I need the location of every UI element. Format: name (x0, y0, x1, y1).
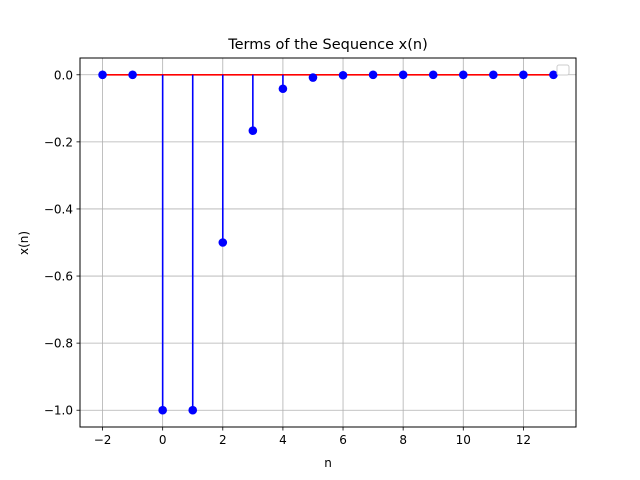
x-axis-label: n (324, 456, 332, 470)
stem-marker (128, 70, 137, 80)
stem-marker (248, 126, 258, 135)
stem-marker (98, 70, 107, 80)
x-axis-ticks: −2 0 2 4 6 8 10 12 (94, 427, 531, 447)
y-tick-label: −0.4 (44, 202, 73, 216)
y-tick-label: −0.2 (44, 135, 73, 149)
x-tick-label: 8 (399, 433, 407, 447)
stem-marker (428, 70, 438, 80)
stem-marker (549, 70, 558, 80)
stem-marker (188, 405, 198, 415)
legend-box (556, 64, 570, 76)
markers (98, 70, 558, 415)
stem-marker (158, 405, 167, 415)
y-axis-ticks: −1.0 −0.8 −0.6 −0.4 −0.2 0.0 (44, 68, 80, 418)
x-tick-label: 2 (219, 433, 227, 447)
chart-title: Terms of the Sequence x(n) (227, 37, 428, 53)
stem-marker (278, 84, 288, 94)
x-tick-label: 0 (159, 433, 167, 447)
stem-marker (489, 70, 498, 80)
y-tick-label: −0.6 (44, 270, 73, 284)
x-tick-label: 6 (339, 433, 347, 447)
x-tick-label: −2 (94, 433, 112, 447)
y-tick-label: 0.0 (54, 68, 73, 82)
stem-marker (338, 70, 348, 80)
y-axis-label: x(n) (17, 231, 31, 255)
x-tick-label: 10 (456, 433, 471, 447)
stem-marker (368, 70, 378, 80)
stem-marker (308, 73, 318, 82)
y-tick-label: −1.0 (44, 404, 73, 418)
plot-frame (79, 57, 577, 428)
stem-marker (519, 70, 528, 80)
y-tick-label: −0.8 (44, 337, 73, 351)
stem-marker (458, 70, 468, 80)
x-tick-label: 12 (516, 433, 531, 447)
stem-marker (218, 238, 228, 247)
x-tick-label: 4 (279, 433, 287, 447)
stem-marker (398, 70, 408, 80)
